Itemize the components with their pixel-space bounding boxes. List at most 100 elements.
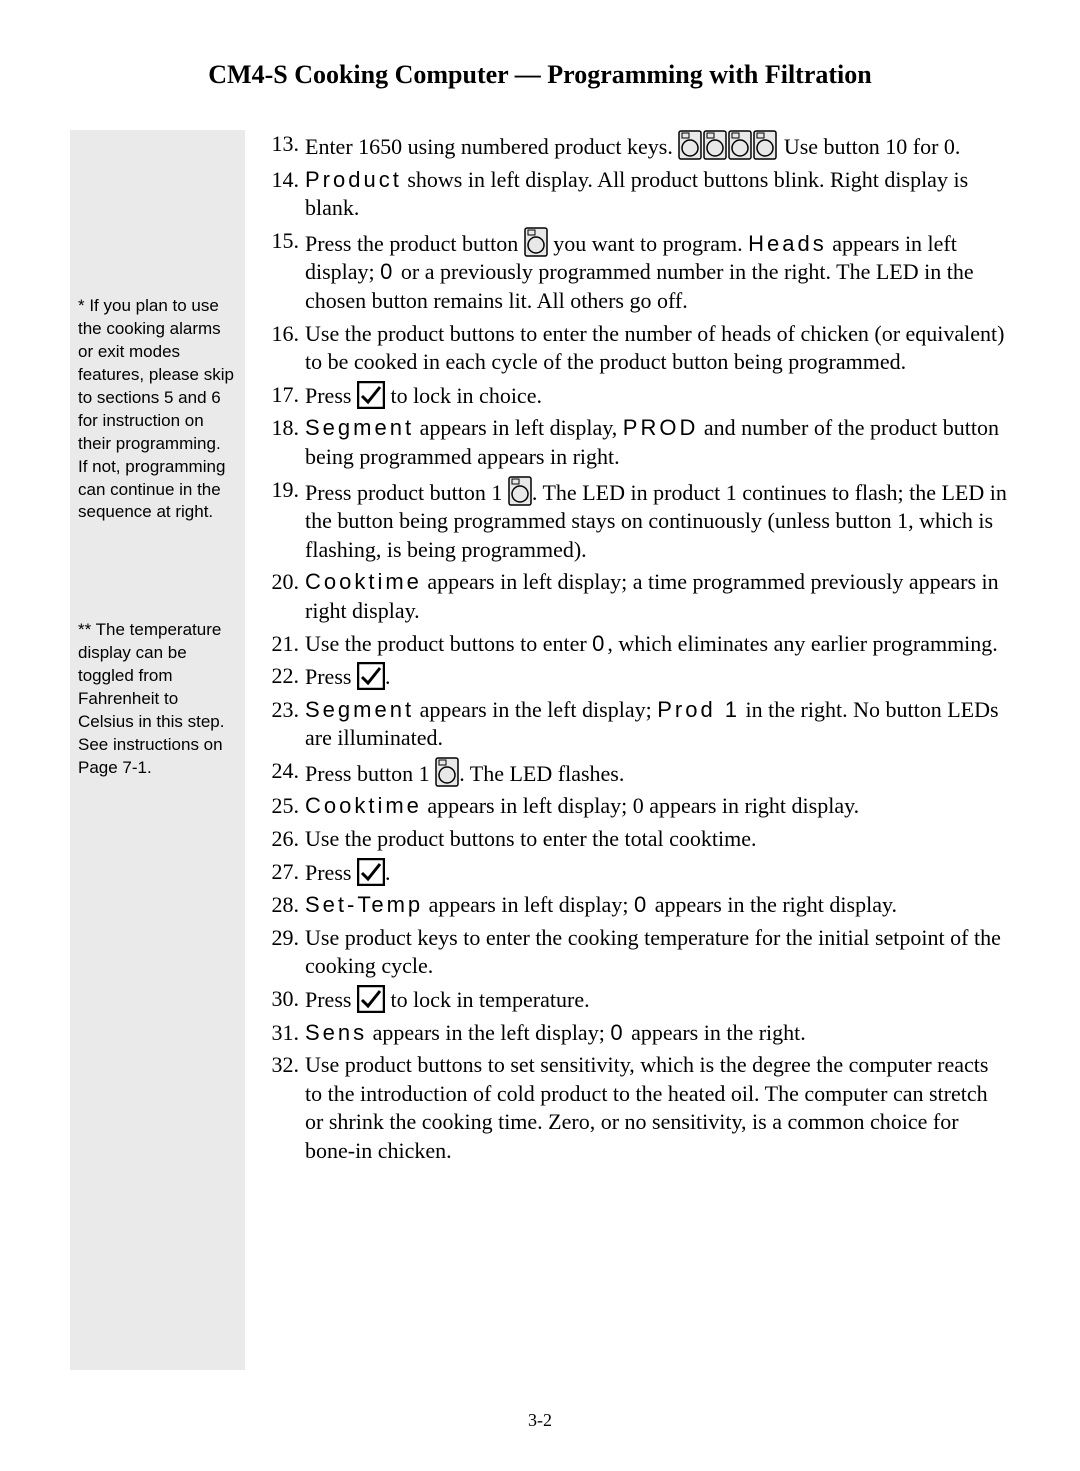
step-number: 14. xyxy=(265,166,305,223)
step-text: appears in the left display; xyxy=(414,697,657,722)
step-16: 16. Use the product buttons to enter the… xyxy=(265,320,1010,377)
step-text: Press product button 1 xyxy=(305,480,508,505)
sidebar-note-2: ** The temperature display can be toggle… xyxy=(78,619,237,780)
step-text: Press the product button xyxy=(305,231,524,256)
step-text: Press xyxy=(305,383,357,408)
page-number: 3-2 xyxy=(70,1410,1010,1431)
step-21: 21. Use the product buttons to enter 0, … xyxy=(265,630,1010,659)
step-13: 13. Enter 1650 using numbered product ke… xyxy=(265,130,1010,162)
display-text: Segment xyxy=(305,697,414,722)
display-text: Set-Temp xyxy=(305,892,423,917)
step-text: Press xyxy=(305,664,357,689)
product-button-icon xyxy=(524,227,548,257)
step-text: shows in left display. All product butto… xyxy=(305,167,968,221)
step-text: appears in left display, xyxy=(414,415,623,440)
check-button-icon xyxy=(357,985,385,1013)
display-text: Product xyxy=(305,167,402,192)
step-number: 31. xyxy=(265,1019,305,1048)
step-number: 22. xyxy=(265,662,305,692)
step-text: Press xyxy=(305,987,357,1012)
step-20: 20. Cooktime appears in left display; a … xyxy=(265,568,1010,625)
page: CM4-S Cooking Computer — Programming wit… xyxy=(0,0,1080,1471)
step-text: or a previously programmed number in the… xyxy=(305,259,974,313)
step-text: you want to program. xyxy=(553,231,748,256)
step-text: Enter 1650 using numbered product keys. xyxy=(305,134,678,159)
display-text: 0 xyxy=(380,259,395,284)
product-button-icon xyxy=(508,476,532,506)
step-number: 19. xyxy=(265,476,305,565)
step-text: , which eliminates any earlier programmi… xyxy=(607,631,997,656)
step-26: 26. Use the product buttons to enter the… xyxy=(265,825,1010,854)
step-number: 27. xyxy=(265,858,305,888)
step-number: 29. xyxy=(265,924,305,981)
step-number: 28. xyxy=(265,891,305,920)
display-text: Cooktime xyxy=(305,793,422,818)
display-text: Heads xyxy=(748,231,827,256)
step-19: 19. Press product button 1 . The LED in … xyxy=(265,476,1010,565)
step-text: appears in the right. xyxy=(626,1020,806,1045)
step-text: to lock in temperature. xyxy=(390,987,589,1012)
step-number: 18. xyxy=(265,414,305,471)
step-text: Use product keys to enter the cooking te… xyxy=(305,924,1010,981)
step-24: 24. Press button 1 . The LED flashes. xyxy=(265,757,1010,789)
step-text: Use the product buttons to enter the num… xyxy=(305,320,1010,377)
step-25: 25. Cooktime appears in left display; 0 … xyxy=(265,792,1010,821)
step-number: 16. xyxy=(265,320,305,377)
step-text: . xyxy=(385,664,391,689)
step-text: appears in the left display; xyxy=(367,1020,610,1045)
step-number: 20. xyxy=(265,568,305,625)
display-text: Prod 1 xyxy=(657,697,740,722)
step-text: appears in left display; xyxy=(423,892,634,917)
step-23: 23. Segment appears in the left display;… xyxy=(265,696,1010,753)
step-text: appears in left display; 0 appears in ri… xyxy=(422,793,859,818)
step-text: Press xyxy=(305,860,357,885)
display-text: 0 xyxy=(634,892,649,917)
display-text: Cooktime xyxy=(305,569,422,594)
step-number: 15. xyxy=(265,227,305,316)
step-27: 27. Press . xyxy=(265,858,1010,888)
step-number: 32. xyxy=(265,1051,305,1165)
product-keys-icon xyxy=(678,130,778,160)
content-row: * If you plan to use the cooking alarms … xyxy=(70,130,1010,1370)
step-32: 32. Use product buttons to set sensitivi… xyxy=(265,1051,1010,1165)
display-text: 0 xyxy=(610,1020,625,1045)
step-18: 18. Segment appears in left display, PRO… xyxy=(265,414,1010,471)
step-31: 31. Sens appears in the left display; 0 … xyxy=(265,1019,1010,1048)
step-text: to lock in choice. xyxy=(390,383,542,408)
step-15: 15. Press the product button you want to… xyxy=(265,227,1010,316)
step-number: 17. xyxy=(265,381,305,411)
page-title: CM4-S Cooking Computer — Programming wit… xyxy=(70,60,1010,90)
step-30: 30. Press to lock in temperature. xyxy=(265,985,1010,1015)
step-text: appears in the right display. xyxy=(649,892,897,917)
step-text: Use the product buttons to enter xyxy=(305,631,592,656)
step-22: 22. Press . xyxy=(265,662,1010,692)
step-text: Use product buttons to set sensitivity, … xyxy=(305,1051,1010,1165)
step-text: . xyxy=(385,860,391,885)
step-14: 14. Product shows in left display. All p… xyxy=(265,166,1010,223)
check-button-icon xyxy=(357,662,385,690)
step-number: 26. xyxy=(265,825,305,854)
step-number: 24. xyxy=(265,757,305,789)
step-number: 23. xyxy=(265,696,305,753)
check-button-icon xyxy=(357,381,385,409)
step-text: Press button 1 xyxy=(305,761,435,786)
sidebar: * If you plan to use the cooking alarms … xyxy=(70,130,245,1370)
step-text: . The LED flashes. xyxy=(459,761,624,786)
instructions: 13. Enter 1650 using numbered product ke… xyxy=(265,130,1010,1170)
step-17: 17. Press to lock in choice. xyxy=(265,381,1010,411)
step-text: Use the product buttons to enter the tot… xyxy=(305,825,1010,854)
product-button-icon xyxy=(435,757,459,787)
display-text: 0 xyxy=(592,631,607,656)
step-28: 28. Set-Temp appears in left display; 0 … xyxy=(265,891,1010,920)
step-number: 13. xyxy=(265,130,305,162)
step-number: 30. xyxy=(265,985,305,1015)
step-text: Use button 10 for 0. xyxy=(784,134,961,159)
check-button-icon xyxy=(357,858,385,886)
step-number: 21. xyxy=(265,630,305,659)
step-number: 25. xyxy=(265,792,305,821)
display-text: Segment xyxy=(305,415,414,440)
display-text: PROD xyxy=(623,415,699,440)
step-29: 29. Use product keys to enter the cookin… xyxy=(265,924,1010,981)
sidebar-note-1: * If you plan to use the cooking alarms … xyxy=(78,295,237,524)
display-text: Sens xyxy=(305,1020,367,1045)
